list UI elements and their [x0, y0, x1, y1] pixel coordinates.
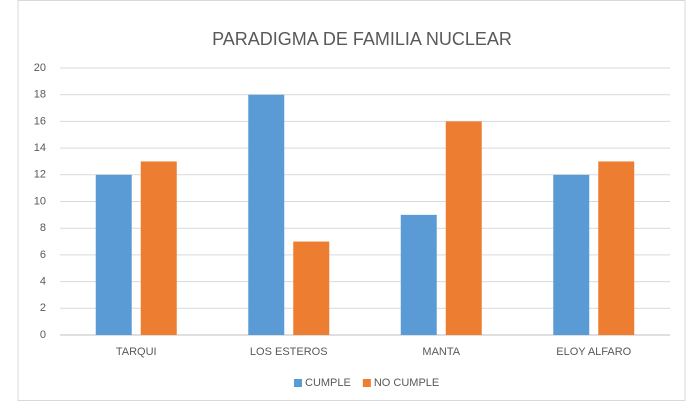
bar — [293, 241, 330, 335]
x-tick-label: TARQUI — [116, 346, 157, 358]
y-tick-label: 6 — [40, 249, 46, 261]
y-tick-label: 20 — [34, 62, 46, 74]
y-tick-label: 14 — [34, 142, 46, 154]
x-tick-label: LOS ESTEROS — [250, 346, 328, 358]
bar — [598, 161, 635, 335]
y-tick-label: 0 — [40, 329, 46, 341]
y-tick-label: 12 — [34, 169, 46, 181]
y-tick-label: 10 — [34, 195, 46, 207]
legend-swatch — [362, 379, 371, 387]
bar — [248, 94, 285, 335]
x-tick-label: ELOY ALFARO — [556, 346, 631, 358]
bar — [140, 161, 177, 335]
legend-swatch — [294, 379, 302, 387]
x-tick-label: MANTA — [422, 346, 460, 358]
bar — [553, 174, 590, 335]
bar — [95, 174, 132, 335]
y-tick-label: 2 — [40, 302, 46, 314]
bar — [400, 214, 437, 335]
y-tick-label: 4 — [40, 276, 46, 288]
y-tick-label: 16 — [34, 115, 46, 127]
chart-title: PARADIGMA DE FAMILIA NUCLEAR — [212, 29, 512, 49]
y-tick-label: 18 — [34, 89, 46, 101]
bar — [445, 121, 482, 336]
legend-label: CUMPLE — [305, 377, 351, 389]
y-tick-label: 8 — [40, 222, 46, 234]
legend-label: NO CUMPLE — [374, 377, 439, 389]
